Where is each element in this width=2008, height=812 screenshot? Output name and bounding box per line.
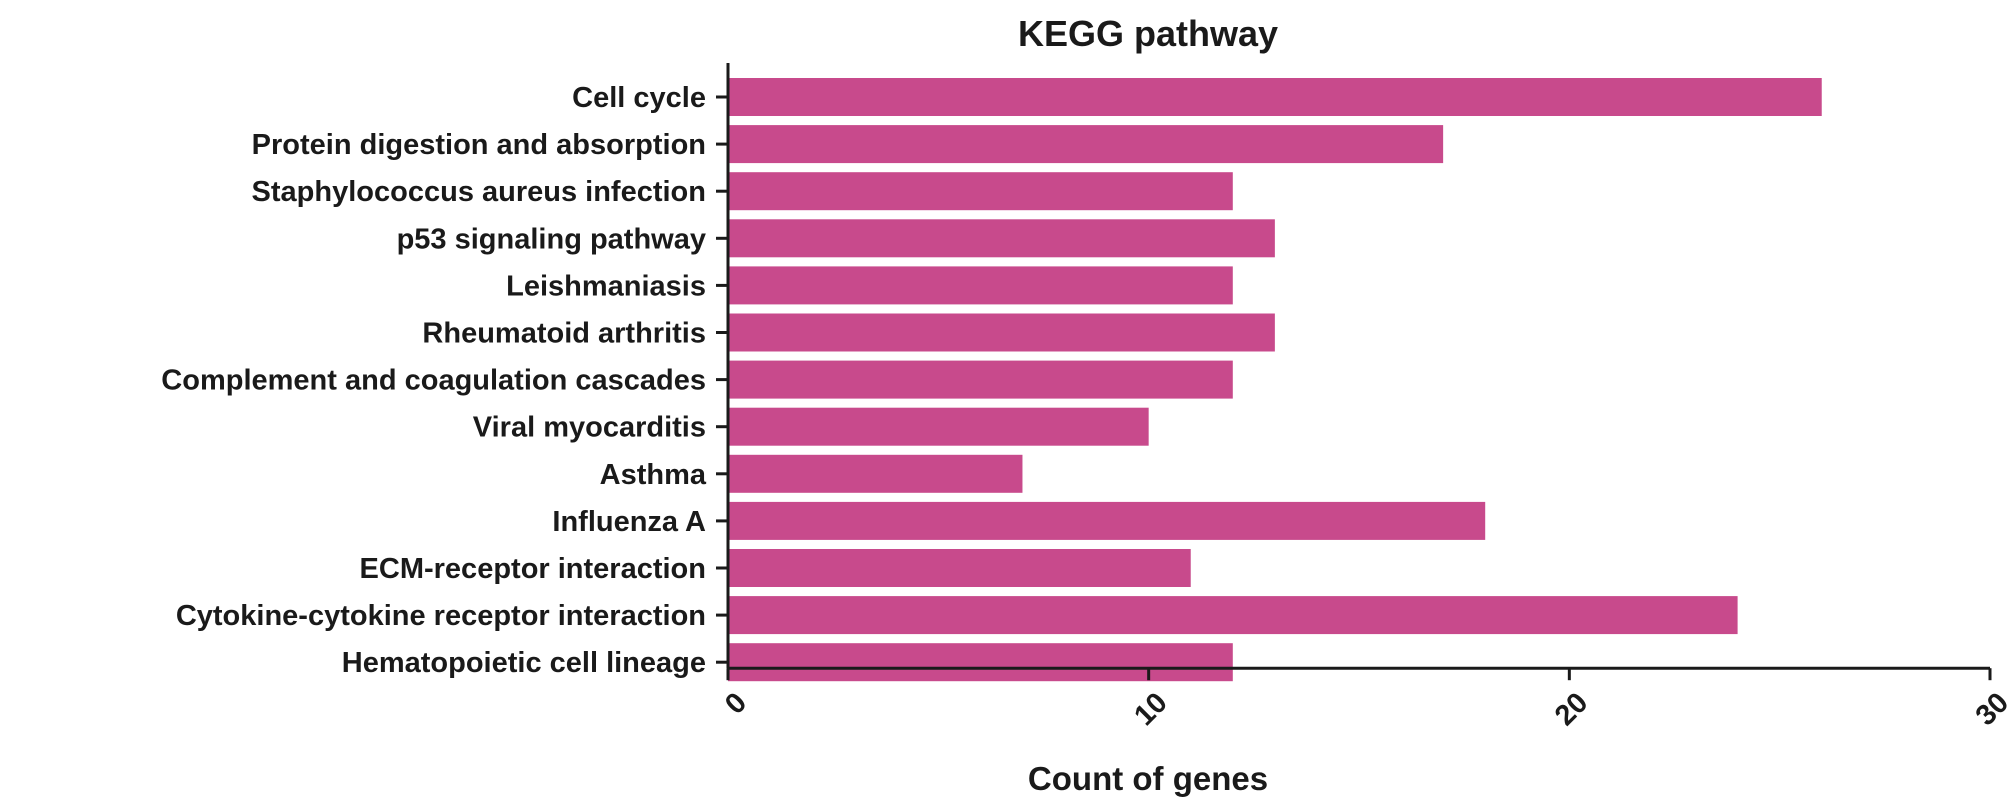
category-label: Complement and coagulation cascades <box>161 365 706 397</box>
bar <box>728 360 1233 399</box>
chart-title: KEGG pathway <box>1018 13 1278 54</box>
bar <box>728 313 1275 352</box>
x-tick-label: 30 <box>1970 687 2008 732</box>
category-label: Asthma <box>600 459 707 491</box>
category-label: Staphylococcus aureus infection <box>252 176 706 208</box>
bar <box>728 454 1023 493</box>
category-label: Influenza A <box>552 506 706 538</box>
bar <box>728 501 1486 540</box>
x-tick-label: 20 <box>1549 687 1594 732</box>
category-label: Protein digestion and absorption <box>252 129 706 161</box>
bar <box>728 407 1149 446</box>
bar <box>728 125 1444 164</box>
x-axis-title: Count of genes <box>1028 760 1268 797</box>
bar <box>728 643 1233 682</box>
category-label: Rheumatoid arthritis <box>422 318 706 350</box>
category-label: Viral myocarditis <box>473 412 706 444</box>
category-label: Hematopoietic cell lineage <box>342 647 706 679</box>
bar <box>728 596 1738 635</box>
bar <box>728 549 1191 587</box>
x-tick-label: 10 <box>1128 687 1173 732</box>
bars-group <box>728 78 1822 682</box>
bar <box>728 266 1233 305</box>
bar <box>728 172 1233 211</box>
bar <box>728 219 1275 258</box>
category-label: Leishmaniasis <box>506 270 706 302</box>
category-label: p53 signaling pathway <box>397 223 706 255</box>
bar <box>728 78 1822 116</box>
category-labels: Cell cycle Protein digestion and absorpti… <box>161 82 707 679</box>
category-label: Cell cycle <box>572 82 706 114</box>
x-tick-label: 0 <box>719 687 753 721</box>
category-label: Cytokine-cytokine receptor interaction <box>176 600 706 632</box>
category-label: ECM-receptor interaction <box>360 553 706 585</box>
